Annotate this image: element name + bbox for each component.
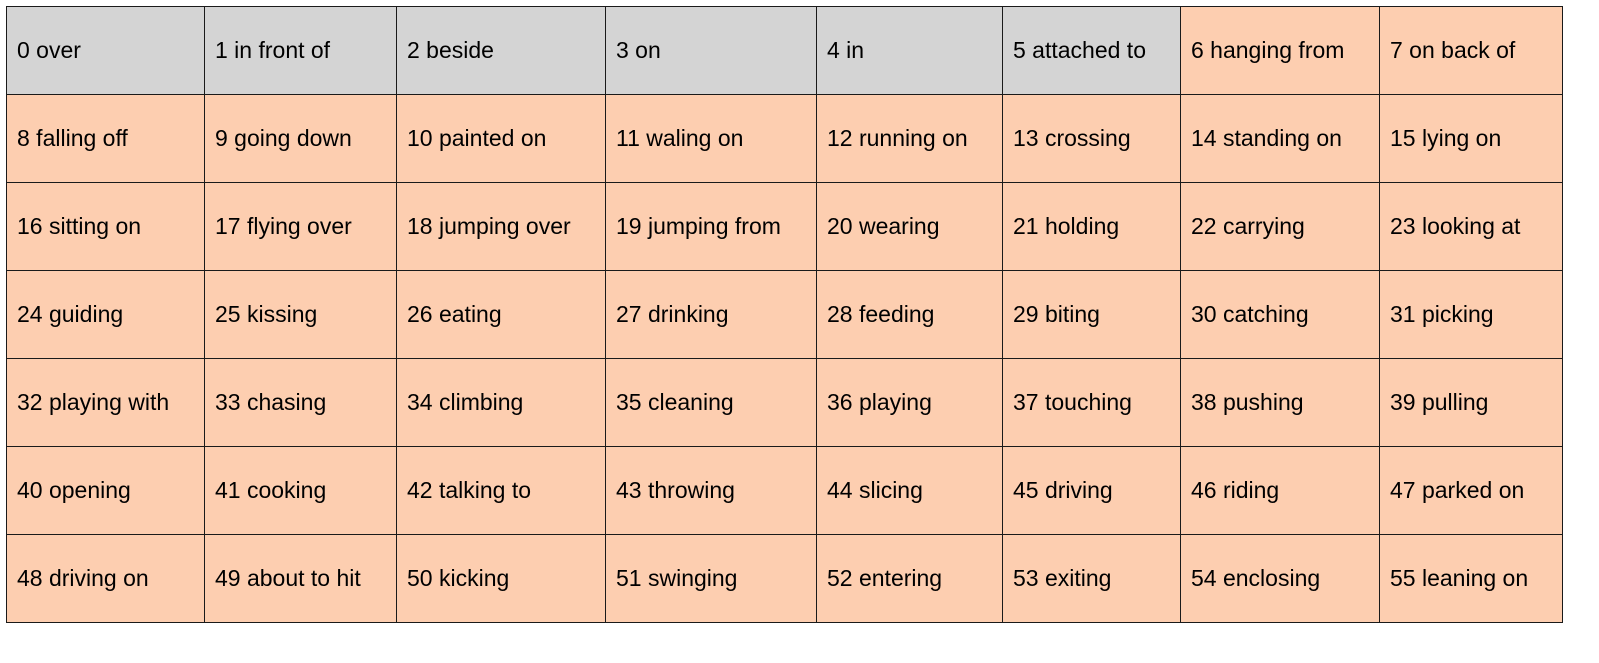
table-cell: 53 exiting [1002,534,1181,623]
relation-table: 0 over 1 in front of 2 beside 3 on 4 in 5 att… [6,6,1563,623]
table-cell: 12 running on [816,94,1003,183]
table-cell: 40 opening [6,446,205,535]
table-cell: 27 drinking [605,270,817,359]
table-cell: 4 in [816,6,1003,95]
table-cell: 21 holding [1002,182,1181,271]
table-cell: 49 about to hit [204,534,397,623]
table-cell: 3 on [605,6,817,95]
table-cell: 28 feeding [816,270,1003,359]
table-cell: 8 falling off [6,94,205,183]
table-cell: 30 catching [1180,270,1380,359]
table-cell: 15 lying on [1379,94,1563,183]
table-cell: 7 on back of [1379,6,1563,95]
table-cell: 2 beside [396,6,606,95]
table-cell: 29 biting [1002,270,1181,359]
table-cell: 14 standing on [1180,94,1380,183]
table-row: 48 driving on 49 about to hit 50 kicking 51… [6,534,1563,623]
table-cell: 22 carrying [1180,182,1380,271]
table-cell: 5 attached to [1002,6,1181,95]
table-cell: 55 leaning on [1379,534,1563,623]
table-cell: 18 jumping over [396,182,606,271]
table-cell: 54 enclosing [1180,534,1380,623]
table-cell: 11 waling on [605,94,817,183]
table-cell: 37 touching [1002,358,1181,447]
table-row: 24 guiding 25 kissing 26 eating 27 drinking… [6,270,1563,359]
table-cell: 51 swinging [605,534,817,623]
table-cell: 39 pulling [1379,358,1563,447]
table-cell: 0 over [6,6,205,95]
table-cell: 34 climbing [396,358,606,447]
table-cell: 23 looking at [1379,182,1563,271]
table-cell: 9 going down [204,94,397,183]
table-cell: 26 eating [396,270,606,359]
table-cell: 25 kissing [204,270,397,359]
table-cell: 41 cooking [204,446,397,535]
table-row: 0 over 1 in front of 2 beside 3 on 4 in 5 att… [6,6,1563,95]
table-cell: 44 slicing [816,446,1003,535]
table-cell: 48 driving on [6,534,205,623]
table-row: 8 falling off 9 going down 10 painted on 11… [6,94,1563,183]
table-cell: 6 hanging from [1180,6,1380,95]
table-cell: 46 riding [1180,446,1380,535]
table-row: 32 playing with 33 chasing 34 climbing 35 c… [6,358,1563,447]
table-cell: 32 playing with [6,358,205,447]
table-cell: 38 pushing [1180,358,1380,447]
table-cell: 16 sitting on [6,182,205,271]
table-cell: 36 playing [816,358,1003,447]
table-cell: 52 entering [816,534,1003,623]
table-row: 16 sitting on 17 flying over 18 jumping ov… [6,182,1563,271]
table-row: 40 opening 41 cooking 42 talking to 43 thro… [6,446,1563,535]
table-cell: 47 parked on [1379,446,1563,535]
table-cell: 13 crossing [1002,94,1181,183]
table-cell: 42 talking to [396,446,606,535]
table-cell: 35 cleaning [605,358,817,447]
table-cell: 43 throwing [605,446,817,535]
table-cell: 10 painted on [396,94,606,183]
table-cell: 33 chasing [204,358,397,447]
table-cell: 17 flying over [204,182,397,271]
table-cell: 50 kicking [396,534,606,623]
table-cell: 19 jumping from [605,182,817,271]
table-cell: 45 driving [1002,446,1181,535]
relation-table-body: 0 over 1 in front of 2 beside 3 on 4 in 5 att… [6,6,1563,623]
table-cell: 1 in front of [204,6,397,95]
table-cell: 31 picking [1379,270,1563,359]
table-cell: 20 wearing [816,182,1003,271]
table-cell: 24 guiding [6,270,205,359]
